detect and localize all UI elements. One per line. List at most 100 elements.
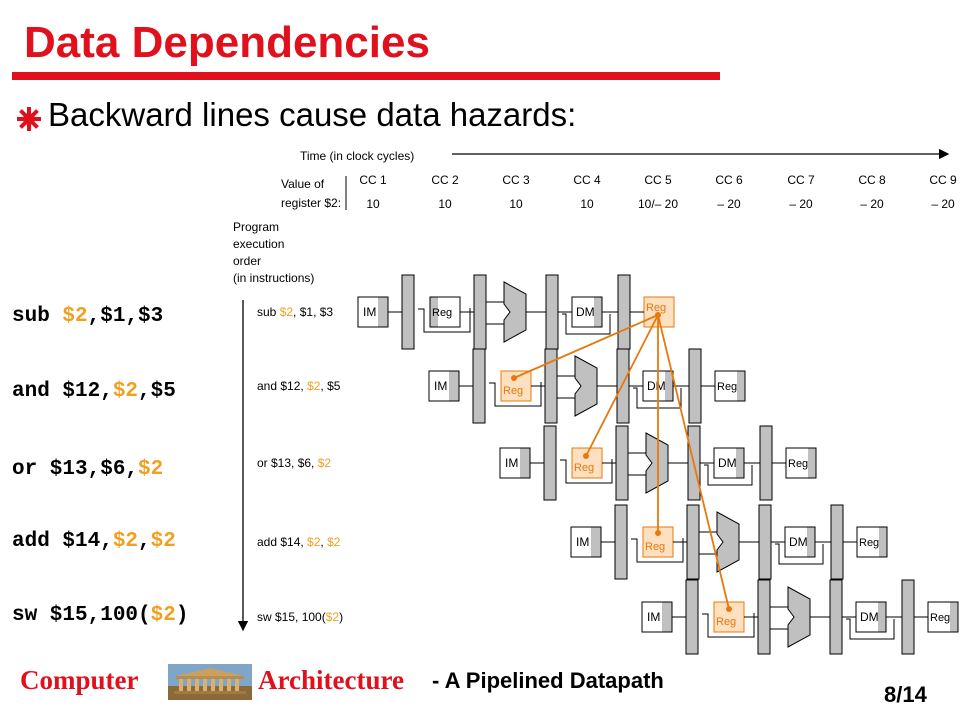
im-label: IM bbox=[576, 535, 589, 549]
register-value: – 20 bbox=[717, 197, 741, 211]
clock-cycle-label: CC 8 bbox=[858, 173, 886, 187]
bullet-icon bbox=[17, 107, 41, 131]
instruction-text: sub bbox=[12, 305, 63, 328]
register-highlight: $2 bbox=[150, 530, 176, 553]
reg-wb-label: Reg bbox=[646, 302, 666, 314]
wire bbox=[560, 459, 613, 484]
im-label: IM bbox=[647, 610, 660, 624]
pipeline-register bbox=[616, 348, 630, 424]
im-shade bbox=[378, 297, 388, 327]
register-highlight: $2 bbox=[62, 305, 88, 328]
reg-label: Reg bbox=[574, 462, 594, 474]
clock-cycle-label: CC 4 bbox=[573, 173, 601, 187]
register-highlight: $2 bbox=[112, 380, 139, 403]
hazard-endpoint bbox=[511, 375, 517, 381]
pipeline-register bbox=[685, 579, 699, 655]
row-instruction-label: sub $2, $1, $3 bbox=[257, 305, 333, 319]
alu-shape bbox=[716, 511, 740, 573]
pipeline-register bbox=[901, 579, 915, 655]
program-order-label: execution bbox=[233, 237, 284, 251]
row-instruction-label: or $13, $6, $2 bbox=[257, 456, 331, 470]
register-highlight: $2 bbox=[318, 456, 332, 470]
reg-wb-shade bbox=[737, 371, 745, 401]
row-label-text: sub bbox=[257, 305, 280, 319]
wire bbox=[418, 308, 471, 333]
clock-cycle-label: CC 1 bbox=[359, 173, 387, 187]
hazard-line bbox=[513, 314, 659, 379]
value-label-line1: Value of bbox=[281, 177, 325, 191]
pipeline-register bbox=[688, 348, 702, 424]
alu-shape bbox=[503, 281, 527, 343]
alu-shape bbox=[574, 355, 598, 417]
row-label-text: , $1, $3 bbox=[293, 305, 333, 319]
row-instruction-label: add $14, $2, $2 bbox=[257, 535, 341, 549]
pipeline-register bbox=[401, 274, 415, 350]
pipeline-register bbox=[615, 425, 629, 501]
register-value: – 20 bbox=[860, 197, 884, 211]
clock-cycle-label: CC 7 bbox=[787, 173, 815, 187]
pipeline-register bbox=[472, 348, 486, 424]
im-shade bbox=[662, 602, 672, 632]
dm-shade bbox=[665, 371, 673, 401]
wire bbox=[775, 543, 824, 565]
row-label-text: , bbox=[320, 535, 327, 549]
dm-label: DM bbox=[860, 610, 879, 624]
im-label: IM bbox=[434, 379, 447, 393]
instruction-line: sub $2,$1,$3 bbox=[12, 305, 163, 328]
parthenon-logo bbox=[168, 664, 252, 700]
instruction-line: sw $15,100($2) bbox=[12, 604, 188, 627]
hazard-line bbox=[657, 314, 730, 610]
register-value: – 20 bbox=[789, 197, 813, 211]
dm-label: DM bbox=[576, 305, 595, 319]
reg-label: Reg bbox=[432, 307, 452, 319]
register-value: 10 bbox=[438, 197, 452, 211]
im-label: IM bbox=[363, 305, 376, 319]
page-number: 8/14 bbox=[884, 682, 927, 707]
pipeline-register bbox=[829, 579, 843, 655]
pipeline-register bbox=[830, 504, 844, 580]
pipeline-register bbox=[759, 425, 773, 501]
row-instruction-label: and $12, $2, $5 bbox=[257, 379, 341, 393]
footer-subtitle: - A Pipelined Datapath bbox=[432, 668, 664, 693]
pipeline-register bbox=[617, 274, 631, 350]
clock-cycle-label: CC 3 bbox=[502, 173, 530, 187]
instruction-text: add $14, bbox=[12, 530, 113, 553]
row-instruction-label: sw $15, 100($2) bbox=[257, 610, 343, 624]
register-highlight: $2 bbox=[307, 535, 321, 549]
clock-cycle-label: CC 5 bbox=[644, 173, 672, 187]
dm-shade bbox=[736, 448, 744, 478]
row-label-text: sw $15, 100( bbox=[257, 610, 326, 624]
im-shade bbox=[591, 527, 601, 557]
instruction-line: and $12,$2,$5 bbox=[12, 380, 176, 403]
alu-shape bbox=[645, 432, 669, 494]
reg-wb-label: Reg bbox=[717, 381, 737, 393]
instruction-text: or $13,$6, bbox=[12, 458, 139, 481]
pipeline-register bbox=[543, 425, 557, 501]
register-highlight: $2 bbox=[150, 604, 176, 627]
reg-label: Reg bbox=[645, 541, 665, 553]
reg-wb-label: Reg bbox=[859, 537, 879, 549]
dm-label: DM bbox=[789, 535, 808, 549]
register-value: 10 bbox=[509, 197, 523, 211]
program-order-label: (in instructions) bbox=[233, 271, 314, 285]
register-highlight: $2 bbox=[280, 305, 294, 319]
bullet-text: Backward lines cause data hazards: bbox=[48, 96, 577, 133]
dm-shade bbox=[594, 297, 602, 327]
program-order-label: Program bbox=[233, 220, 279, 234]
reg-label: Reg bbox=[503, 385, 523, 397]
register-highlight: $2 bbox=[327, 535, 341, 549]
dm-label: DM bbox=[647, 379, 666, 393]
register-value: 10 bbox=[580, 197, 594, 211]
hazard-source bbox=[655, 312, 661, 318]
im-label: IM bbox=[505, 456, 518, 470]
instruction-line: or $13,$6,$2 bbox=[12, 458, 163, 481]
footer-computer: Computer bbox=[20, 665, 139, 695]
row-label-text: , $5 bbox=[320, 379, 340, 393]
program-order-label: order bbox=[233, 254, 261, 268]
register-highlight: $2 bbox=[112, 530, 139, 553]
dm-label: DM bbox=[718, 456, 737, 470]
pipeline-register bbox=[614, 504, 628, 580]
wire bbox=[702, 613, 755, 638]
dm-shade bbox=[807, 527, 815, 557]
